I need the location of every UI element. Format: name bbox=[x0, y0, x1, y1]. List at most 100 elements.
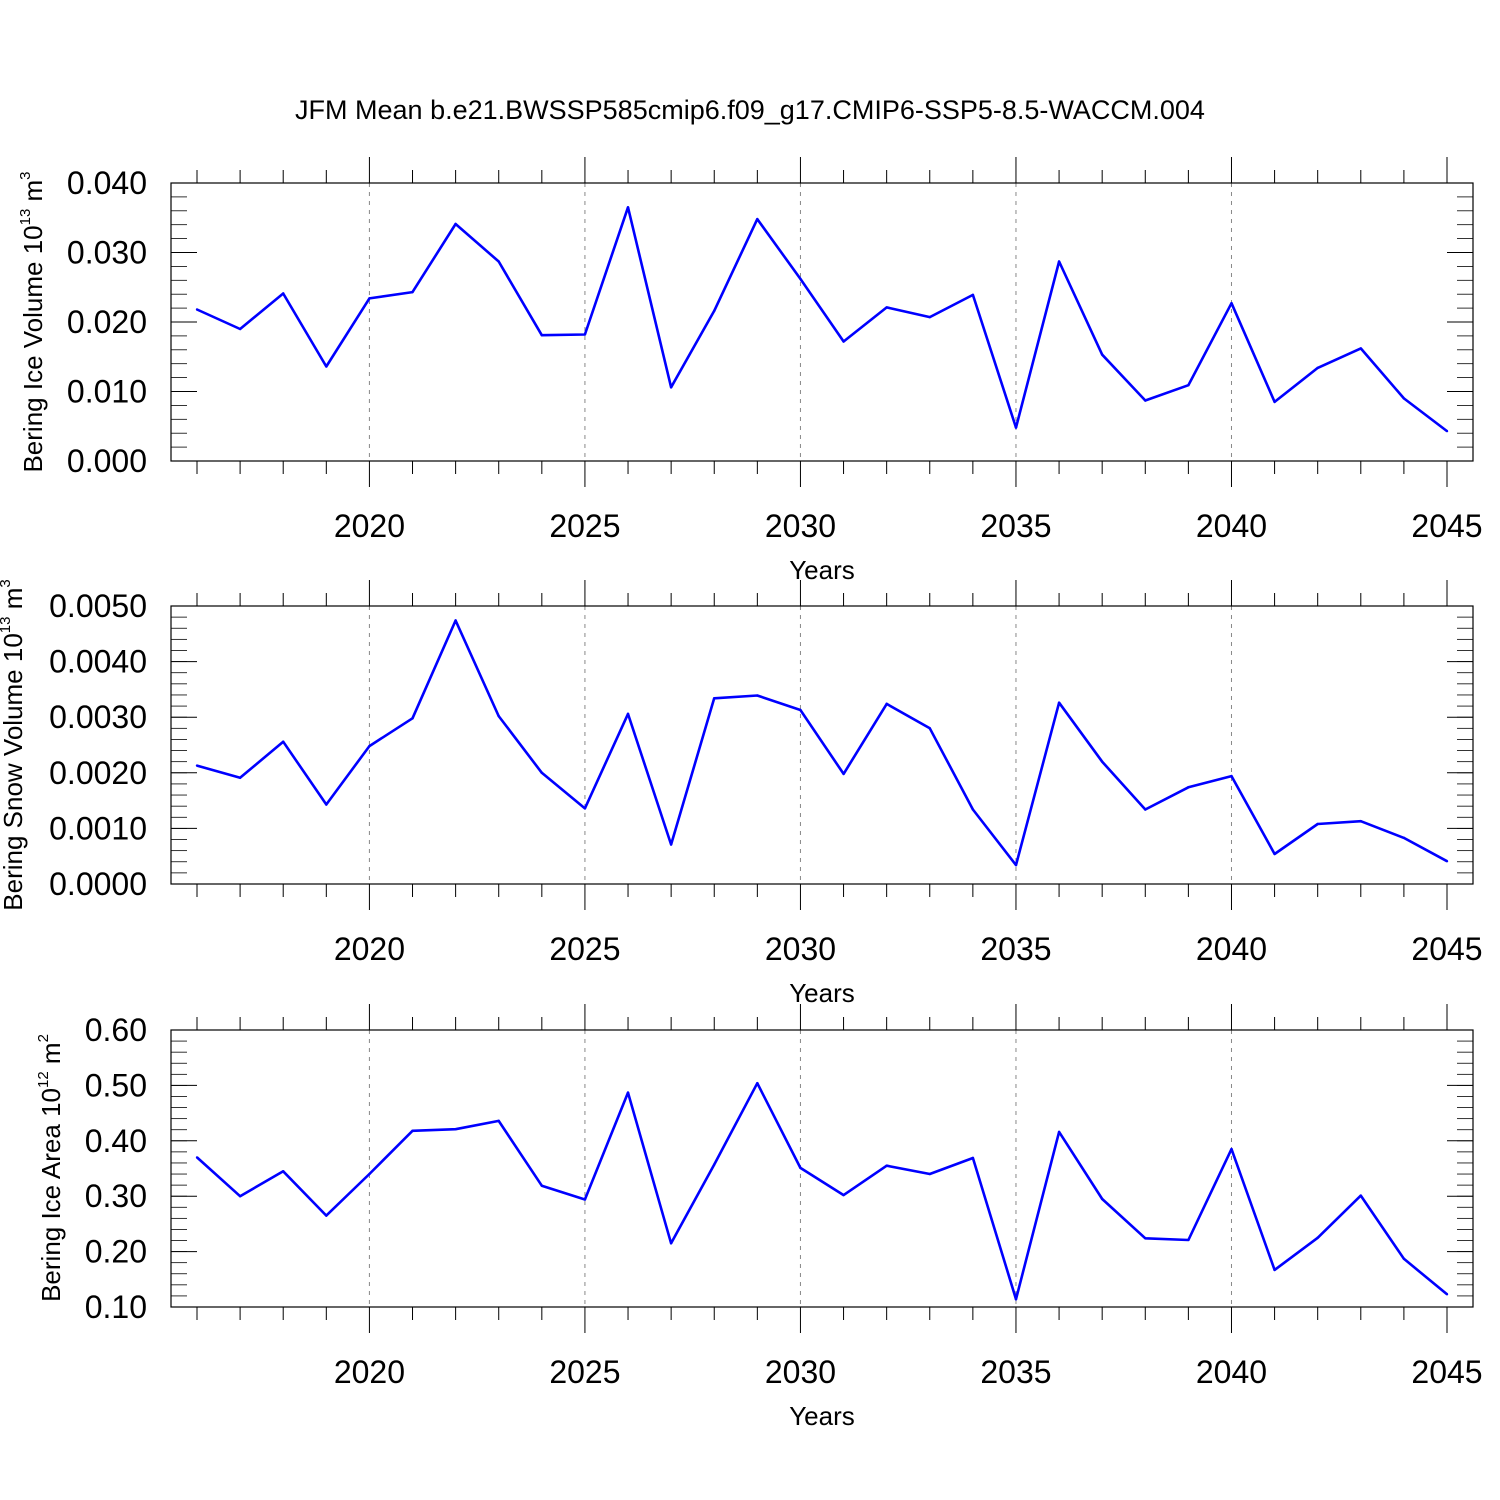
data-point bbox=[1014, 863, 1018, 867]
data-point bbox=[195, 308, 199, 311]
x-tick-label: 2045 bbox=[1411, 1354, 1482, 1390]
x-tick-label: 2045 bbox=[1411, 931, 1482, 967]
y-axis-title-text: Bering Ice Volume 10 bbox=[18, 225, 48, 472]
y-tick-label: 0.0010 bbox=[49, 810, 147, 846]
data-point bbox=[1144, 399, 1147, 402]
data-point bbox=[885, 702, 888, 706]
data-point bbox=[1359, 1194, 1362, 1197]
y-axis-title-text: m bbox=[36, 1042, 66, 1071]
series-line-1 bbox=[196, 619, 1448, 867]
data-point bbox=[325, 803, 328, 806]
plot-frame bbox=[170, 605, 1474, 885]
x-tick-label: 2020 bbox=[334, 508, 405, 544]
x-tick-label: 2030 bbox=[765, 508, 836, 544]
y-tick-label: 0.20 bbox=[85, 1234, 147, 1270]
data-point bbox=[238, 1195, 242, 1198]
data-point bbox=[368, 297, 371, 300]
x-tick-label: 2025 bbox=[549, 508, 620, 544]
y-axis-title-text: Bering Ice Area 10 bbox=[36, 1088, 66, 1302]
data-point bbox=[411, 1129, 414, 1133]
y-tick-label: 0.10 bbox=[85, 1289, 147, 1325]
x-tick-label: 2045 bbox=[1411, 508, 1482, 544]
x-tick-label: 2020 bbox=[334, 931, 405, 967]
x-tick-label: 2025 bbox=[549, 931, 620, 967]
data-point bbox=[497, 1119, 500, 1123]
data-point bbox=[971, 293, 975, 297]
data-point bbox=[1230, 1147, 1233, 1151]
data-point bbox=[1100, 760, 1104, 763]
data-point bbox=[1230, 774, 1233, 778]
x-axis-title: Years bbox=[789, 1401, 855, 1431]
data-point bbox=[713, 309, 716, 313]
x-axis-title: Years bbox=[789, 555, 855, 585]
data-point bbox=[1402, 836, 1406, 840]
data-point bbox=[368, 744, 371, 748]
data-point bbox=[842, 340, 845, 343]
data-point bbox=[583, 807, 587, 810]
data-point bbox=[282, 292, 285, 295]
data-point bbox=[1359, 347, 1362, 350]
data-point bbox=[1100, 353, 1104, 356]
y-tick-label: 0.0040 bbox=[49, 644, 147, 680]
y-axis-title-superscript: 12 bbox=[35, 1071, 52, 1088]
data-point bbox=[1273, 1268, 1276, 1272]
data-point bbox=[1445, 1293, 1449, 1296]
data-point bbox=[1273, 400, 1276, 404]
data-point bbox=[1273, 852, 1276, 856]
y-axis-title: Bering Ice Area 1012 m2 bbox=[35, 1034, 66, 1302]
data-point bbox=[454, 222, 457, 226]
series-line-1 bbox=[196, 1081, 1448, 1301]
data-point bbox=[1144, 808, 1147, 811]
data-point bbox=[669, 1242, 673, 1245]
y-axis-title-superscript: 3 bbox=[0, 579, 14, 587]
panel-3: 0.10 0.20 0.30 0.40 0.50 0.60 2020 2025 2030 2035… bbox=[35, 1004, 1483, 1431]
y-tick-label: 0.030 bbox=[67, 235, 147, 271]
data-point bbox=[1316, 366, 1319, 370]
data-point bbox=[1014, 426, 1018, 429]
data-point bbox=[1057, 1130, 1061, 1134]
data-point bbox=[799, 277, 802, 281]
y-tick-label: 0.60 bbox=[85, 1012, 147, 1048]
data-point bbox=[540, 771, 544, 774]
data-point bbox=[497, 714, 500, 718]
data-point bbox=[195, 1156, 199, 1159]
x-tick-label: 2040 bbox=[1196, 508, 1267, 544]
data-point bbox=[1359, 819, 1362, 823]
data-point bbox=[1144, 1237, 1147, 1240]
y-tick-label: 0.0050 bbox=[49, 588, 147, 624]
data-point bbox=[1100, 1197, 1104, 1201]
y-axis-title-text: m bbox=[18, 180, 48, 209]
y-tick-label: 0.040 bbox=[67, 165, 147, 201]
data-point bbox=[626, 206, 630, 209]
data-point bbox=[842, 1193, 845, 1197]
y-tick-label: 0.0000 bbox=[49, 866, 147, 902]
data-point bbox=[325, 1214, 328, 1217]
data-point bbox=[1057, 260, 1061, 263]
data-point bbox=[454, 1127, 457, 1131]
y-axis-title-superscript: 3 bbox=[17, 171, 34, 179]
x-tick-label: 2025 bbox=[549, 1354, 620, 1390]
y-tick-label: 0.50 bbox=[85, 1067, 147, 1103]
data-point bbox=[1445, 429, 1449, 433]
data-point bbox=[497, 260, 500, 263]
data-point bbox=[368, 1172, 371, 1176]
data-point bbox=[971, 808, 975, 811]
figure-title: JFM Mean b.e21.BWSSP585cmip6.f09_g17.CMI… bbox=[295, 95, 1205, 125]
y-tick-label: 0.0020 bbox=[49, 755, 147, 791]
data-point bbox=[1187, 1238, 1190, 1242]
plot-frame bbox=[170, 182, 1474, 462]
data-point bbox=[1316, 1236, 1319, 1239]
data-point bbox=[799, 1166, 802, 1170]
series-line-1 bbox=[196, 206, 1448, 433]
data-point bbox=[971, 1156, 975, 1160]
y-tick-label: 0.0030 bbox=[49, 699, 147, 735]
data-point bbox=[669, 386, 673, 389]
data-point bbox=[1057, 701, 1061, 704]
data-point bbox=[238, 776, 242, 780]
data-point bbox=[756, 217, 759, 221]
x-tick-label: 2040 bbox=[1196, 931, 1267, 967]
data-point bbox=[713, 1163, 716, 1166]
y-axis-title-text: m bbox=[0, 588, 28, 617]
data-point bbox=[454, 619, 457, 622]
y-tick-label: 0.010 bbox=[67, 374, 147, 410]
